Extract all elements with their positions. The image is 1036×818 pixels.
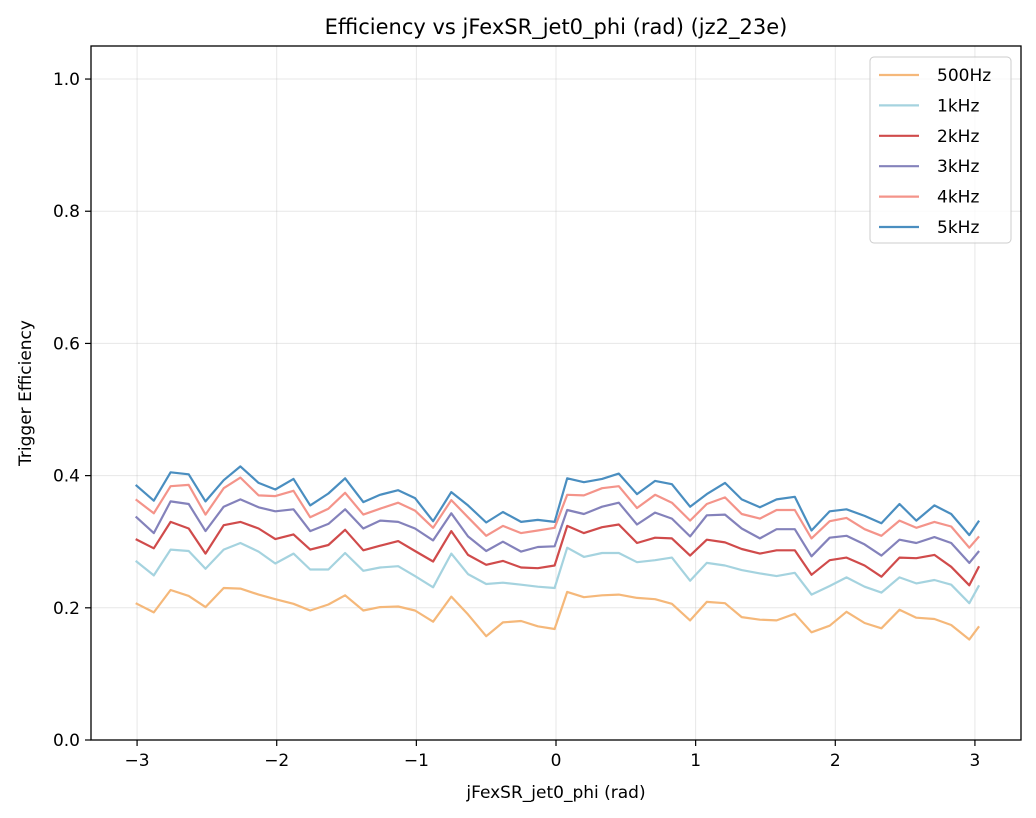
series-line-2khz — [135, 520, 981, 587]
x-tick-label: 1 — [690, 751, 701, 771]
legend-label-1khz: 1kHz — [937, 96, 979, 116]
y-axis-label: Trigger Efficiency — [16, 320, 36, 467]
y-axis-ticks: 0.0 0.2 0.4 0.6 0.8 1.0 — [53, 70, 91, 751]
x-axis-label: jFexSR_jet0_phi (rad) — [465, 783, 645, 803]
y-tick-label: 0.0 — [53, 731, 80, 751]
x-tick-label: 2 — [830, 751, 841, 771]
legend-label-2khz: 2kHz — [937, 127, 979, 147]
series-line-3khz — [134, 498, 980, 565]
y-tick-label: 1.0 — [53, 70, 80, 90]
legend-label-500hz: 500Hz — [937, 66, 991, 86]
chart-title: Efficiency vs jFexSR_jet0_phi (rad) (jz2… — [325, 15, 788, 40]
series-lines — [134, 465, 981, 641]
y-tick-label: 0.2 — [53, 599, 80, 619]
x-tick-label: 0 — [551, 751, 562, 771]
series-line-1khz — [135, 541, 981, 605]
legend-label-3khz: 3kHz — [937, 157, 979, 177]
y-tick-label: 0.8 — [53, 202, 80, 222]
legend-label-4khz: 4kHz — [937, 188, 979, 208]
series-line-4khz — [135, 476, 980, 549]
y-tick-label: 0.6 — [53, 334, 80, 354]
y-tick-label: 0.4 — [53, 467, 80, 487]
legend-label-5khz: 5kHz — [937, 218, 979, 238]
x-tick-label: −1 — [404, 751, 429, 771]
x-axis-ticks: −3 −2 −1 0 1 2 3 — [125, 740, 981, 771]
x-tick-label: 3 — [970, 751, 981, 771]
x-tick-label: −2 — [264, 751, 289, 771]
series-line-500hz — [135, 586, 980, 641]
series-line-5khz — [134, 465, 981, 537]
legend: 500Hz 1kHz 2kHz 3kHz 4kHz 5kHz — [869, 56, 1012, 244]
x-tick-label: −3 — [125, 751, 150, 771]
